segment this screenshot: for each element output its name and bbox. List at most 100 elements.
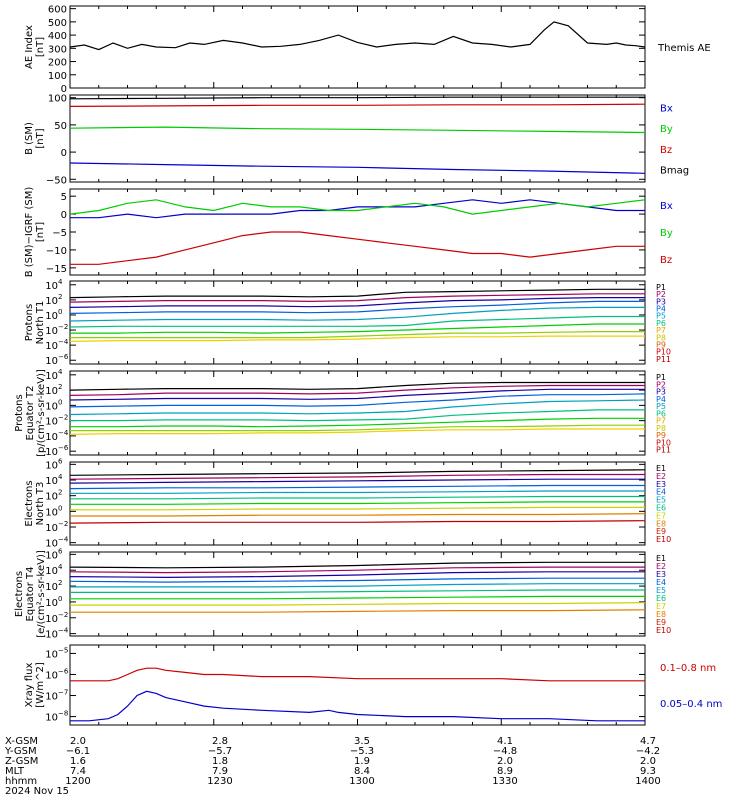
y-axis-label: B (SM)−IGRF (SM) xyxy=(24,187,35,278)
footer-value: 8.9 xyxy=(497,766,513,777)
footer-value: 2.0 xyxy=(70,736,86,747)
y-tick-exponent: 6 xyxy=(58,547,63,555)
y-tick-label: 400 xyxy=(48,31,67,42)
footer-value: −5.3 xyxy=(350,746,374,757)
legend-label: P3 xyxy=(656,388,666,397)
legend-label: P2 xyxy=(656,290,666,299)
legend-label: E5 xyxy=(656,586,666,595)
y-tick-label: 10 xyxy=(45,296,58,307)
y-axis-label: [nT] xyxy=(35,128,46,148)
legend-label: E2 xyxy=(656,562,666,571)
series-line xyxy=(69,300,645,314)
y-axis-label: North T1 xyxy=(35,301,46,345)
footer-value: 1.6 xyxy=(70,756,86,767)
series-line xyxy=(69,199,646,215)
panel-frame xyxy=(69,644,646,726)
y-tick-exponent: −8 xyxy=(58,710,68,718)
series-line xyxy=(69,126,646,134)
series-line xyxy=(70,506,645,511)
legend-label: E9 xyxy=(656,527,666,536)
y-tick-exponent: −4 xyxy=(58,429,69,437)
y-axis-label: [nT] xyxy=(35,37,46,57)
y-tick-label: 10 xyxy=(45,598,58,609)
legend-label: E6 xyxy=(656,504,666,513)
footer-value: 8.4 xyxy=(354,766,370,777)
legend-label: By xyxy=(660,124,673,135)
series-line xyxy=(70,424,645,432)
y-tick-label: 10 xyxy=(45,281,58,292)
y-tick-exponent: 4 xyxy=(58,368,63,376)
series-line xyxy=(69,478,645,484)
legend-label: P5 xyxy=(656,312,666,321)
y-tick-label: −10 xyxy=(46,246,67,257)
footer-value: 2.8 xyxy=(212,736,228,747)
legend-label: Bz xyxy=(660,145,672,156)
legend-label: P4 xyxy=(656,395,666,404)
y-tick-label: 5 xyxy=(61,192,67,203)
footer-value: 4.7 xyxy=(640,736,656,747)
series-line xyxy=(69,577,645,583)
y-tick-exponent: 4 xyxy=(58,473,63,481)
series-line xyxy=(69,384,645,396)
y-tick-exponent: 2 xyxy=(58,293,62,301)
legend-label: E4 xyxy=(656,488,666,497)
series-line xyxy=(69,297,645,308)
legend-label: P5 xyxy=(656,402,666,411)
series-line xyxy=(70,513,646,517)
y-tick-exponent: −2 xyxy=(58,611,68,619)
legend-label: Bmag xyxy=(660,166,689,177)
series-line xyxy=(70,490,645,494)
footer-row-label: Y-GSM xyxy=(4,746,37,757)
y-tick-exponent: −4 xyxy=(58,536,69,544)
legend-label: P2 xyxy=(656,380,666,389)
series-line xyxy=(70,602,646,606)
series-line xyxy=(69,566,645,574)
footer-value: 1230 xyxy=(207,776,232,787)
y-tick-exponent: −4 xyxy=(58,338,69,346)
y-axis-label: [e/(cm²-s-sr-keV)] xyxy=(36,550,47,638)
legend-label: E3 xyxy=(656,480,666,489)
legend-label: P6 xyxy=(656,319,666,328)
series-line xyxy=(69,561,645,569)
footer-value: −5.7 xyxy=(208,746,232,757)
y-axis-label: North T3 xyxy=(35,482,46,526)
legend-label: E1 xyxy=(656,464,666,473)
y-tick-label: −50 xyxy=(46,175,67,186)
legend-label: P1 xyxy=(656,283,666,292)
y-tick-label: 600 xyxy=(48,5,67,16)
y-tick-label: 10 xyxy=(45,539,58,550)
series-line xyxy=(70,323,645,334)
series-line xyxy=(70,589,645,594)
series-line xyxy=(69,162,646,174)
legend-label: E3 xyxy=(656,570,666,579)
y-tick-label: 10 xyxy=(45,713,58,724)
footer-row-label: hhmm xyxy=(5,776,37,787)
series-line xyxy=(70,199,645,219)
footer-value: 2.0 xyxy=(497,756,513,767)
y-axis-label: Electrons xyxy=(24,480,35,526)
legend-label: E6 xyxy=(656,594,666,603)
y-axis-label: B (SM) xyxy=(24,122,35,155)
y-axis-label: [p/(cm²-s-sr-keV)] xyxy=(36,369,47,457)
footer-value: 7.4 xyxy=(70,766,86,777)
series-line xyxy=(70,595,645,600)
y-tick-exponent: −2 xyxy=(58,414,68,422)
y-tick-label: 10 xyxy=(45,492,58,503)
y-tick-label: 300 xyxy=(48,44,67,55)
y-tick-exponent: 2 xyxy=(58,489,62,497)
y-tick-label: 200 xyxy=(48,58,67,69)
legend-label: P9 xyxy=(656,340,666,349)
series-line xyxy=(69,428,645,435)
footer-row-label: 2024 Nov 15 xyxy=(5,786,69,797)
y-tick-exponent: 4 xyxy=(58,278,63,286)
y-axis-label: [W/m^2] xyxy=(35,662,46,708)
legend-label: E9 xyxy=(656,618,666,627)
series-line xyxy=(70,609,646,613)
footer-value: 9.3 xyxy=(640,766,656,777)
legend-label: E10 xyxy=(656,535,671,544)
series-line xyxy=(70,331,645,339)
legend-label: P4 xyxy=(656,305,666,314)
y-axis-label: Equator T2 xyxy=(25,386,36,441)
